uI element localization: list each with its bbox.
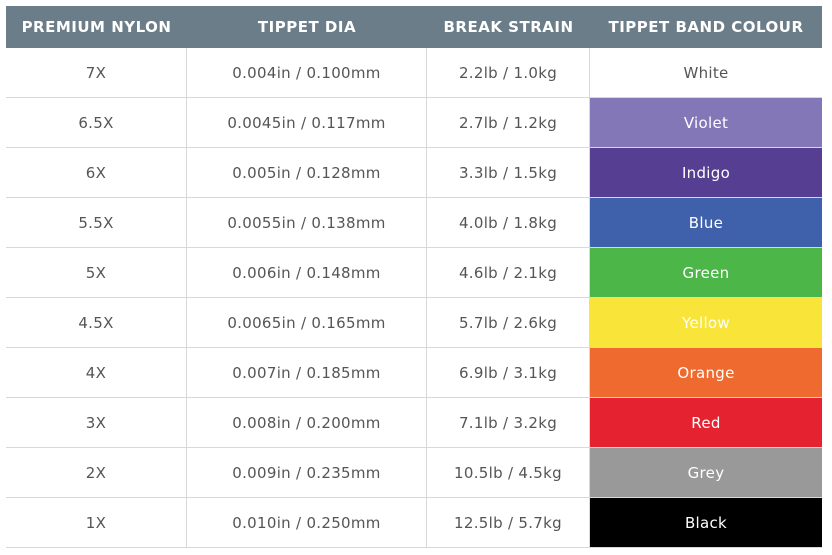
table-cell: 3X: [6, 398, 187, 447]
band-colour-cell: White: [590, 48, 822, 97]
table-cell: 2.7lb / 1.2kg: [427, 98, 590, 147]
table-cell: 10.5lb / 4.5kg: [427, 448, 590, 497]
table-cell: 6.9lb / 3.1kg: [427, 348, 590, 397]
table-cell: 0.0065in / 0.165mm: [187, 298, 427, 347]
table-cell: 0.006in / 0.148mm: [187, 248, 427, 297]
table-row: 1X 0.010in / 0.250mm 12.5lb / 5.7kg Black: [6, 498, 822, 548]
table-cell: 4X: [6, 348, 187, 397]
band-colour-cell: Black: [590, 498, 822, 547]
header-cell: PREMIUM NYLON: [21, 18, 172, 36]
table-cell: 4.5X: [6, 298, 187, 347]
table-row: 7X 0.004in / 0.100mm 2.2lb / 1.0kg White: [6, 48, 822, 98]
table-row: 3X 0.008in / 0.200mm 7.1lb / 3.2kg Red: [6, 398, 822, 448]
band-colour-cell: Blue: [590, 198, 822, 247]
table-cell: 4.0lb / 1.8kg: [427, 198, 590, 247]
table-row: 6X 0.005in / 0.128mm 3.3lb / 1.5kg Indigo: [6, 148, 822, 198]
table-cell: 0.004in / 0.100mm: [187, 48, 427, 97]
table-cell: 4.6lb / 2.1kg: [427, 248, 590, 297]
band-colour-cell: Indigo: [590, 148, 822, 197]
table-row: 6.5X 0.0045in / 0.117mm 2.7lb / 1.2kg Viole…: [6, 98, 822, 148]
table-row: 4.5X 0.0065in / 0.165mm 5.7lb / 2.6kg Yello…: [6, 298, 822, 348]
table-cell: 6X: [6, 148, 187, 197]
table-cell: 0.009in / 0.235mm: [187, 448, 427, 497]
table-cell: 12.5lb / 5.7kg: [427, 498, 590, 547]
table-cell: 0.010in / 0.250mm: [187, 498, 427, 547]
table-row: 4X 0.007in / 0.185mm 6.9lb / 3.1kg Orange: [6, 348, 822, 398]
table-row: 5X 0.006in / 0.148mm 4.6lb / 2.1kg Green: [6, 248, 822, 298]
table-cell: 5.5X: [6, 198, 187, 247]
table-cell: 3.3lb / 1.5kg: [427, 148, 590, 197]
table-cell: 5X: [6, 248, 187, 297]
table-cell: 0.0055in / 0.138mm: [187, 198, 427, 247]
table-cell: 2.2lb / 1.0kg: [427, 48, 590, 97]
table: PREMIUM NYLON TIPPET DIA BREAK STRAIN TIPPE…: [6, 6, 822, 548]
band-colour-cell: Grey: [590, 448, 822, 497]
band-colour-cell: Yellow: [590, 298, 822, 347]
header-cell: TIPPET BAND COLOUR: [608, 18, 804, 36]
table-cell: 6.5X: [6, 98, 187, 147]
table-row: 2X 0.009in / 0.235mm 10.5lb / 4.5kg Grey: [6, 448, 822, 498]
table-cell: 0.005in / 0.128mm: [187, 148, 427, 197]
table-cell: 5.7lb / 2.6kg: [427, 298, 590, 347]
table-cell: 2X: [6, 448, 187, 497]
table-cell: 7.1lb / 3.2kg: [427, 398, 590, 447]
header-row: PREMIUM NYLON TIPPET DIA BREAK STRAIN TIPPE…: [6, 6, 822, 48]
table-row: 5.5X 0.0055in / 0.138mm 4.0lb / 1.8kg Blue: [6, 198, 822, 248]
band-colour-cell: Violet: [590, 98, 822, 147]
table-cell: 0.0045in / 0.117mm: [187, 98, 427, 147]
table-cell: 0.007in / 0.185mm: [187, 348, 427, 397]
header-cell: TIPPET DIA: [257, 18, 357, 36]
band-colour-cell: Green: [590, 248, 822, 297]
table-cell: 0.008in / 0.200mm: [187, 398, 427, 447]
table-cell: 1X: [6, 498, 187, 547]
header-cell: BREAK STRAIN: [443, 18, 574, 36]
table-cell: 7X: [6, 48, 187, 97]
band-colour-cell: Red: [590, 398, 822, 447]
band-colour-cell: Orange: [590, 348, 822, 397]
